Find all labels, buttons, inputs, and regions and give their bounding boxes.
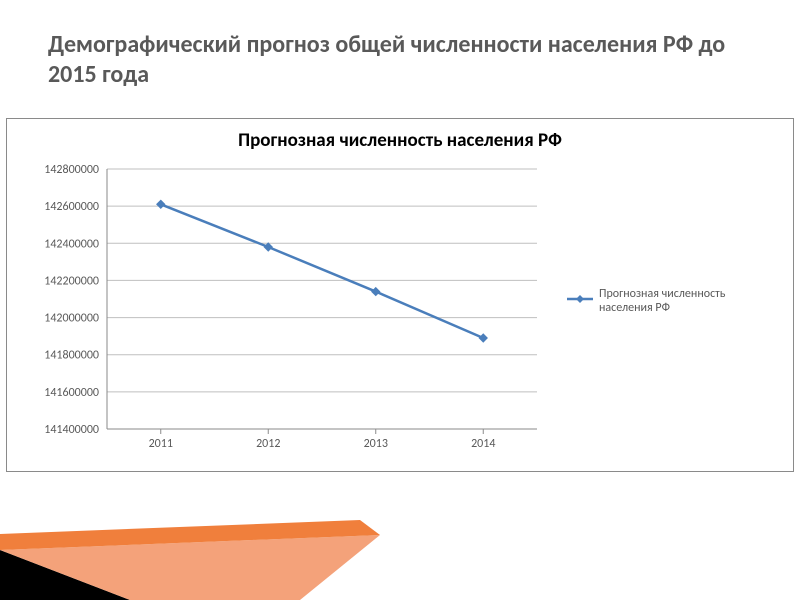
svg-text:141400000: 141400000 — [44, 423, 99, 437]
plot-area: 1414000001416000001418000001420000001422… — [107, 169, 537, 449]
chart-container: Прогнозная численность населения РФ 1414… — [6, 118, 794, 472]
decorative-corner — [0, 490, 380, 600]
legend: Прогнозная численность населения РФ — [567, 287, 777, 316]
chart-svg: 1414000001416000001418000001420000001422… — [107, 169, 537, 449]
legend-marker — [567, 291, 593, 303]
legend-label: Прогнозная численность населения РФ — [599, 287, 777, 316]
svg-text:2013: 2013 — [364, 437, 388, 451]
svg-text:2012: 2012 — [256, 437, 280, 451]
svg-text:142800000: 142800000 — [44, 163, 99, 177]
svg-text:141600000: 141600000 — [44, 386, 99, 400]
svg-text:141800000: 141800000 — [44, 349, 99, 363]
svg-text:2014: 2014 — [471, 437, 495, 451]
chart-title: Прогнозная численность населения РФ — [7, 129, 793, 152]
svg-text:142000000: 142000000 — [44, 312, 99, 326]
svg-text:142200000: 142200000 — [44, 274, 99, 288]
svg-text:142400000: 142400000 — [44, 237, 99, 251]
slide: { "slide": { "title": "Демографический п… — [0, 0, 800, 600]
svg-text:2011: 2011 — [149, 437, 173, 451]
slide-title: Демографический прогноз общей численност… — [48, 30, 748, 90]
svg-text:142600000: 142600000 — [44, 200, 99, 214]
